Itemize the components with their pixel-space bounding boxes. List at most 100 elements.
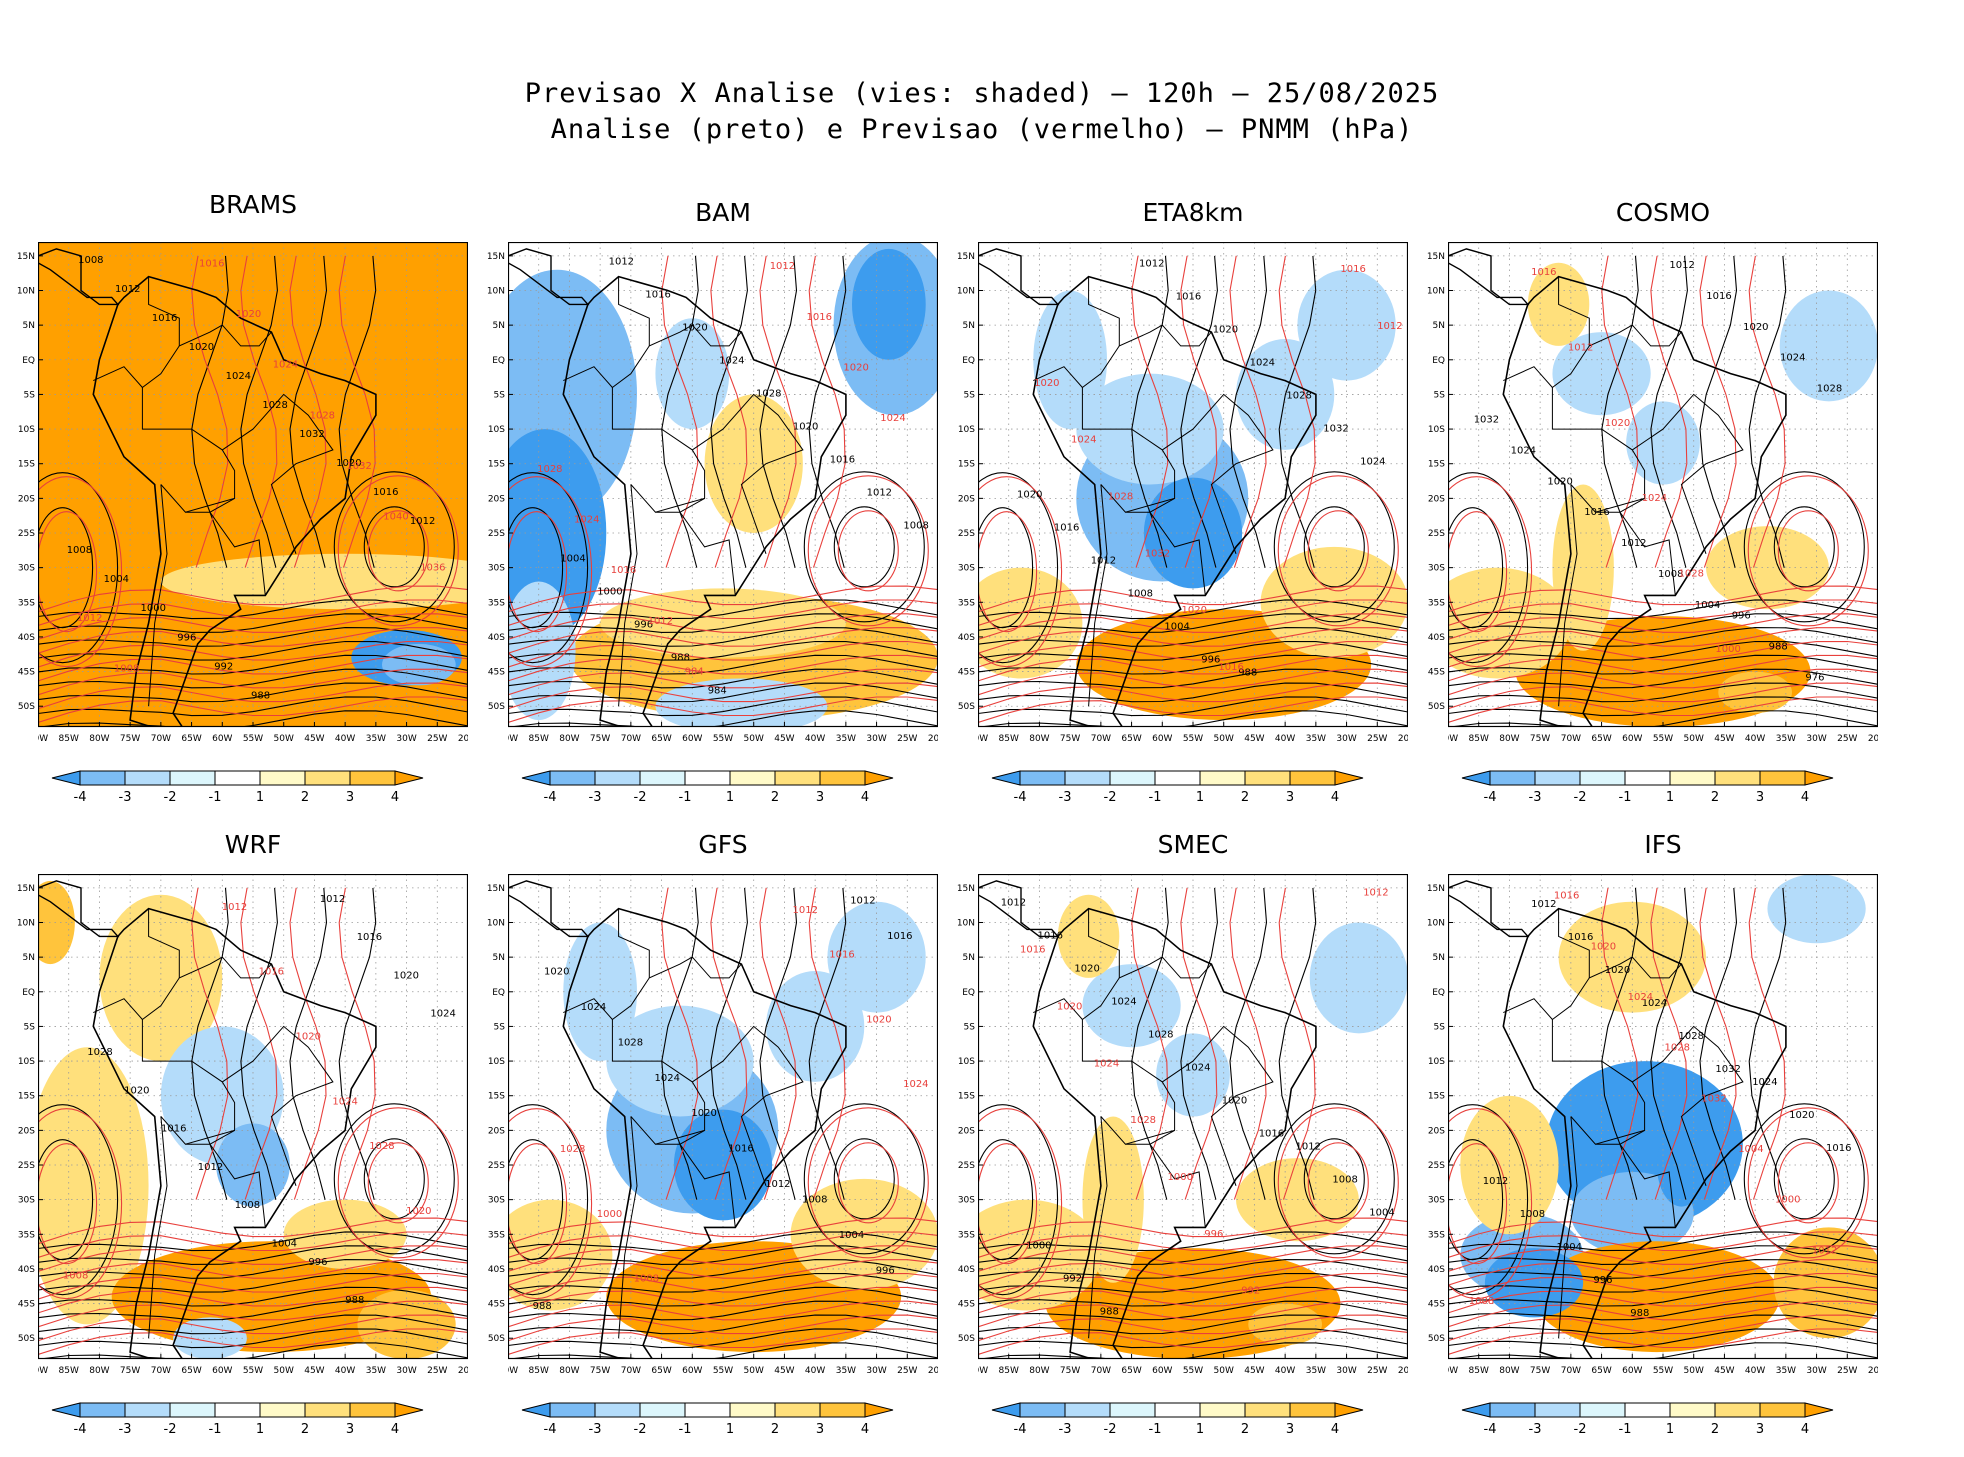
lat-axis: 15N 10N 5N EQ 5S 10S 15S 20S 25S 30S 35S 40S 45S 50S <box>17 252 35 712</box>
lat-label: EQ <box>492 356 505 366</box>
colorbar-label: -4 <box>1484 1422 1497 1437</box>
lon-label: 90W <box>1448 734 1458 744</box>
isobar-label: 1008 <box>78 255 103 266</box>
isobar-label: 1012 <box>648 616 673 627</box>
lon-label: 75W <box>590 1366 610 1376</box>
lat-label: 50S <box>958 702 975 712</box>
panel-title-gfs: GFS <box>698 830 748 859</box>
lat-label: 15N <box>957 252 975 262</box>
lon-label: 20W <box>458 734 468 744</box>
lat-label: 50S <box>1428 702 1445 712</box>
colorbar-label: 2 <box>1241 790 1249 805</box>
colorbar-segment <box>1109 1402 1156 1418</box>
lon-label: 40W <box>1745 1366 1765 1376</box>
colorbar-label: -1 <box>209 1422 222 1437</box>
lon-label: 60W <box>1152 734 1172 744</box>
bias-patch <box>1773 1227 1878 1339</box>
lon-label: 25W <box>427 734 447 744</box>
colorbar-label: 4 <box>861 1422 869 1437</box>
lat-lon-grid <box>978 874 1408 1359</box>
isobar-label: 1024 <box>1511 445 1536 456</box>
colorbar-segment <box>1244 770 1291 786</box>
isobar-label: 1020 <box>1074 963 1099 974</box>
lon-label: 55W <box>713 1366 733 1376</box>
lon-label: 85W <box>59 1366 79 1376</box>
colorbar-segment <box>1624 1402 1671 1418</box>
colorbar-segment <box>304 1402 351 1418</box>
colorbar-label: 3 <box>816 1422 824 1437</box>
isobar-label: 1032 <box>1323 423 1348 434</box>
country-borders <box>1503 908 1744 1339</box>
lat-label: 30S <box>18 564 35 574</box>
lon-label: 30W <box>1806 734 1826 744</box>
lon-label: 60W <box>1622 734 1642 744</box>
isobar-label: 1024 <box>226 371 251 382</box>
colorbar-segment <box>594 1402 641 1418</box>
isobar-label: 1016 <box>1020 945 1045 956</box>
isobar-label: 1024 <box>903 1079 928 1090</box>
isobar-label: 1024 <box>1071 435 1096 446</box>
isobar-label: 1020 <box>1605 965 1630 976</box>
lat-label: 25S <box>488 529 505 539</box>
lat-axis: 15N 10N 5N EQ 5S 10S 15S 20S 25S 30S 35S 40S 45S 50S <box>17 884 35 1344</box>
south-america-coastline <box>562 907 847 1359</box>
panel-eta8km: 1012 1016 1020 1024 1028 1032 1024 1020 1016 1012… <box>978 242 1408 744</box>
forecast-isobars <box>508 255 938 724</box>
colorbar-segment <box>639 770 686 786</box>
bias-patch <box>99 894 223 1062</box>
isobar-label: 1024 <box>1111 996 1136 1007</box>
isobar-label: 1024 <box>1752 1077 1777 1088</box>
lat-label: 5N <box>1433 953 1445 963</box>
lon-label: 30W <box>866 734 886 744</box>
lon-label: 90W <box>1448 1366 1458 1376</box>
colorbar-segment <box>1109 770 1156 786</box>
isobar-label: 1016 <box>1554 891 1579 902</box>
isobar-label: 992 <box>1241 1286 1260 1297</box>
lat-axis: 15N 10N 5N EQ 5S 10S 15S 20S 25S 30S 35S 40S 45S 50S <box>1427 884 1445 1344</box>
isobar-label: 996 <box>634 620 653 631</box>
south-america-coastline <box>1502 907 1787 1359</box>
south-america-coastline <box>92 275 377 727</box>
lat-label: 10N <box>17 287 35 297</box>
lon-label: 25W <box>427 1366 447 1376</box>
colorbar-label: 2 <box>1711 1422 1719 1437</box>
lon-label: 80W <box>1499 1366 1519 1376</box>
lon-label: 55W <box>1183 1366 1203 1376</box>
lon-label: 50W <box>274 734 294 744</box>
lat-label: 25S <box>958 529 975 539</box>
lon-label: 35W <box>366 734 386 744</box>
bias-patch <box>655 678 828 727</box>
colorbar-label: -1 <box>1619 1422 1632 1437</box>
lon-label: 70W <box>1091 1366 1111 1376</box>
lat-label: 50S <box>488 1334 505 1344</box>
colorbar-segment <box>169 1402 216 1418</box>
lat-label: 35S <box>18 598 35 608</box>
analysis-isobars <box>978 887 1408 1359</box>
colorbar-segment <box>124 770 171 786</box>
lon-label: 35W <box>1306 1366 1326 1376</box>
colorbar-segment <box>774 1402 821 1418</box>
colorbar-label: 3 <box>816 790 824 805</box>
isobar-label: 988 <box>671 653 690 664</box>
isobar-label: 1012 <box>198 1162 223 1173</box>
isobar-label: 976 <box>1805 673 1824 684</box>
lat-label: 5N <box>493 953 505 963</box>
isobar-label: 1020 <box>1034 378 1059 389</box>
colorbar-label: -4 <box>1484 790 1497 805</box>
colorbar-label: 4 <box>391 790 399 805</box>
isobar-label: 1016 <box>357 932 382 943</box>
lon-label: 35W <box>1776 734 1796 744</box>
lat-label: 5N <box>493 321 505 331</box>
lon-label: 45W <box>304 1366 324 1376</box>
lat-label: 10S <box>18 425 35 435</box>
lon-label: 40W <box>1745 734 1765 744</box>
colorbar-segment <box>1244 1402 1291 1418</box>
lat-label: 25S <box>18 529 35 539</box>
lat-label: 25S <box>488 1161 505 1171</box>
lat-label: 5S <box>494 390 506 400</box>
isobar-label: 1008 <box>1520 1209 1545 1220</box>
lon-label: 20W <box>1868 1366 1878 1376</box>
analysis-labels: 1012 1016 1020 1024 1028 1024 1020 1016 1012 1008… <box>533 896 913 1312</box>
lon-label: 35W <box>836 1366 856 1376</box>
lat-label: 5S <box>1434 390 1446 400</box>
